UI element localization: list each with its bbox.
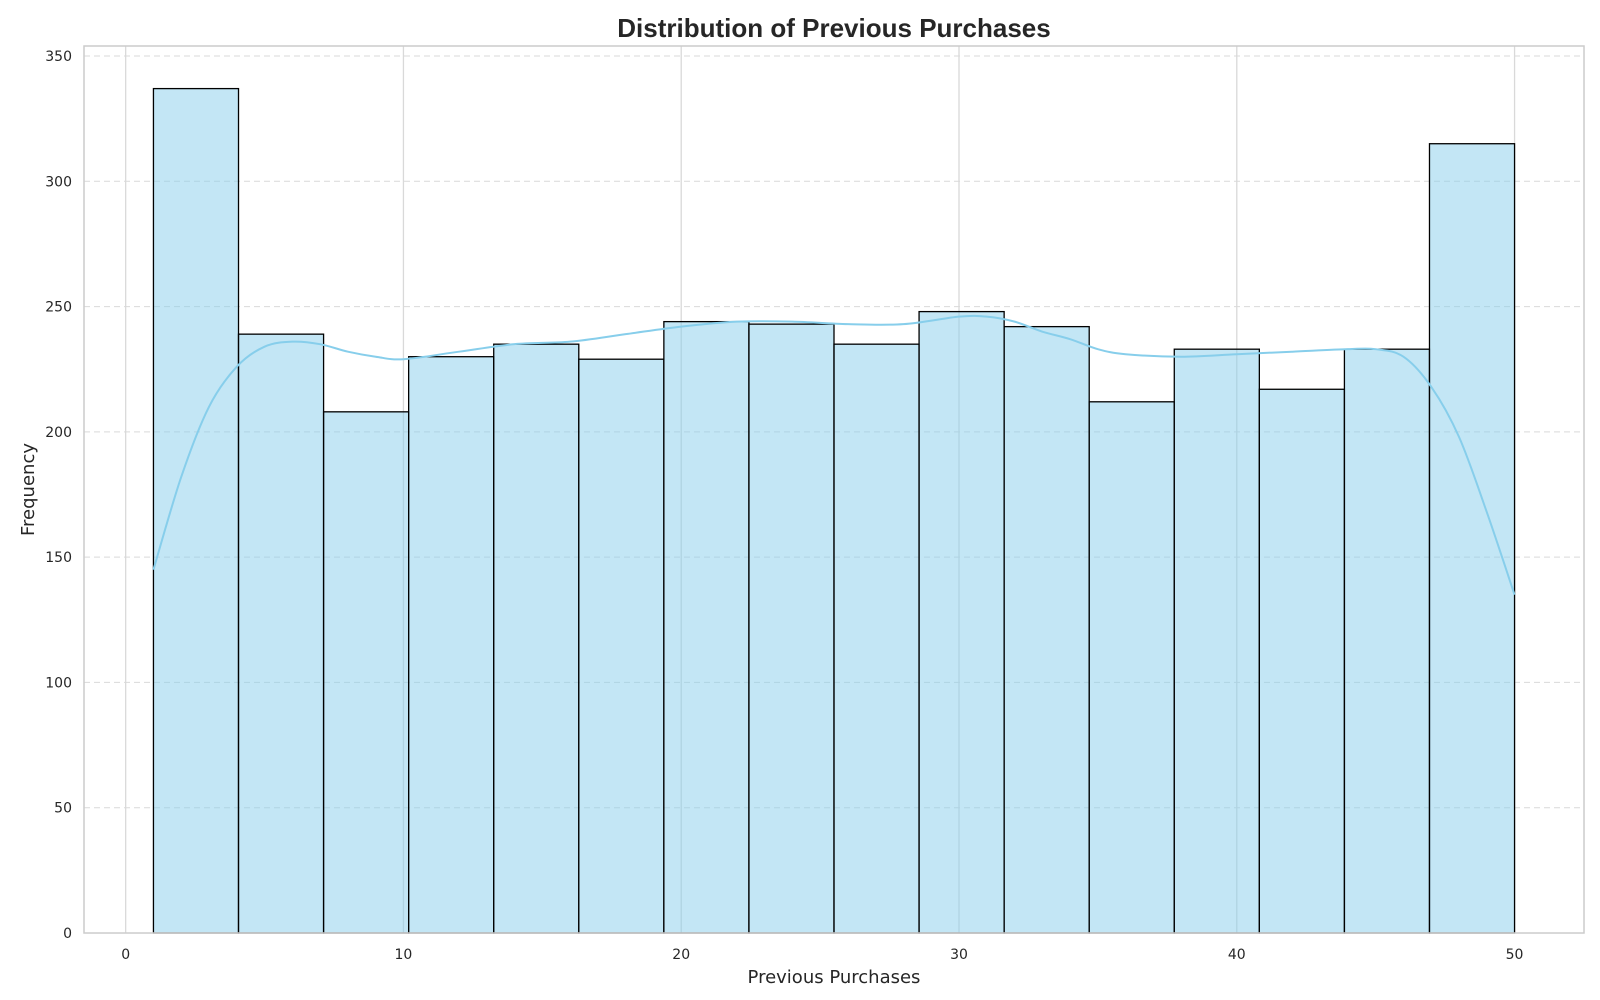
histogram-bar (1258, 388, 1346, 934)
histogram-bar (1173, 348, 1260, 934)
histogram-bar (578, 358, 665, 934)
histogram-bar (833, 343, 920, 934)
y-tick-label: 300 (45, 174, 72, 190)
chart-title: Distribution of Previous Purchases (617, 13, 1050, 43)
histogram-bar (1343, 348, 1431, 934)
histogram-bar (663, 320, 750, 934)
x-tick-label: 30 (950, 947, 968, 963)
y-tick-label: 0 (63, 926, 72, 942)
x-tick-label: 50 (1506, 947, 1524, 963)
x-tick-label: 20 (672, 947, 690, 963)
kde-line (152, 314, 1516, 596)
y-tick-label: 200 (45, 425, 72, 441)
histogram-bar (918, 310, 1005, 934)
axes-frame (83, 45, 1585, 934)
kde-curve (152, 314, 1516, 596)
y-tick-label: 350 (45, 49, 72, 65)
histogram-bar (748, 323, 835, 934)
y-tick-label: 100 (45, 675, 72, 691)
histogram-bar (1088, 401, 1175, 934)
x-tick-label: 0 (121, 947, 130, 963)
histogram-bar (1003, 325, 1090, 934)
y-axis-label: Frequency (18, 443, 39, 536)
tick-labels: 0 10 20 30 40 50 0 50 100 150 200 250 300 350 (45, 49, 1523, 963)
histogram-bars (152, 87, 1516, 934)
histogram-bar (493, 343, 580, 934)
histogram-bar (237, 333, 325, 934)
y-tick-label: 250 (45, 300, 72, 316)
histogram-bar (408, 356, 495, 934)
histogram-bar (1428, 143, 1516, 934)
x-tick-label: 40 (1228, 947, 1246, 963)
y-tick-label: 50 (54, 801, 72, 817)
histogram-bar (152, 87, 240, 934)
y-tick-label: 150 (45, 550, 72, 566)
x-tick-label: 10 (395, 947, 413, 963)
x-axis-label: Previous Purchases (748, 967, 921, 988)
histogram-bar (322, 411, 410, 934)
